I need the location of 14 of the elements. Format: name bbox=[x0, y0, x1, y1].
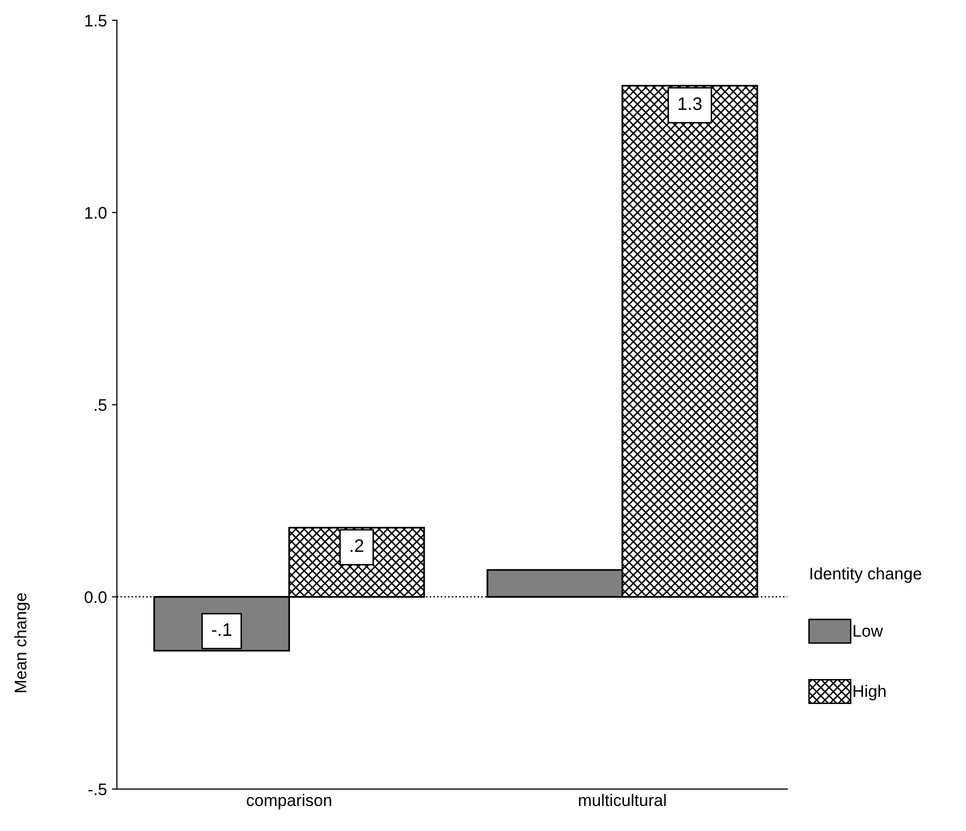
legend-label: High bbox=[854, 684, 886, 700]
data-label: -.1 bbox=[212, 623, 232, 636]
y-tick-label: 1.0 bbox=[85, 206, 107, 219]
y-tick-label: 1.5 bbox=[85, 14, 106, 27]
y-tick-label: 0.0 bbox=[84, 591, 107, 604]
y-tick-label: .5 bbox=[94, 399, 106, 411]
x-tick-label: multicultural bbox=[579, 794, 666, 806]
x-tick-label: comparison bbox=[246, 794, 332, 810]
data-label: .2 bbox=[350, 539, 364, 552]
data-label: 1.3 bbox=[678, 97, 702, 110]
legend-title: Identity change bbox=[810, 567, 922, 583]
y-axis-title: Mean change bbox=[14, 593, 30, 692]
y-tick-label: -.5 bbox=[88, 784, 106, 796]
legend-label: Low bbox=[854, 625, 883, 637]
